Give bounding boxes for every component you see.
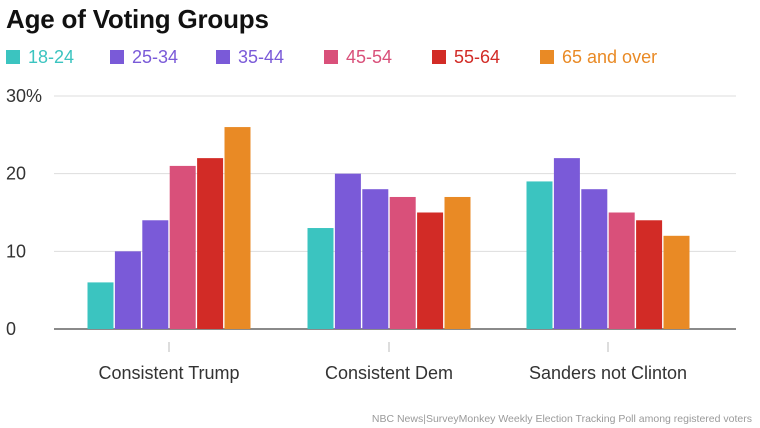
- y-tick-label: 0: [6, 319, 16, 339]
- bar: [334, 173, 361, 329]
- source-note: NBC News|SurveyMonkey Weekly Election Tr…: [371, 413, 752, 425]
- legend-label: 65 and over: [562, 46, 658, 67]
- bar: [608, 212, 635, 329]
- legend-label: 35-44: [238, 46, 285, 67]
- legend-label: 25-34: [132, 46, 179, 67]
- x-tick-label: Consistent Dem: [325, 363, 453, 383]
- legend-item: 65 and over: [540, 46, 657, 68]
- bar: [224, 127, 251, 329]
- bar: [526, 181, 553, 329]
- chart-title: Age of Voting Groups: [6, 4, 269, 34]
- legend-swatch: [6, 50, 20, 64]
- y-tick-label: 10: [6, 241, 26, 261]
- x-tick-label: Consistent Trump: [98, 363, 239, 383]
- bar: [389, 196, 416, 329]
- bar: [197, 158, 224, 329]
- legend-item: 18-24: [6, 46, 74, 68]
- bar: [307, 228, 334, 329]
- bar: [87, 282, 114, 329]
- legend-swatch: [540, 50, 554, 64]
- legend-swatch: [324, 50, 338, 64]
- legend-label: 45-54: [346, 46, 393, 67]
- legend-item: 45-54: [324, 46, 392, 68]
- bar: [444, 196, 471, 329]
- chart-legend: 18-24 25-34 35-44 45-54 55-64 65 and over: [6, 46, 756, 68]
- bar: [636, 220, 663, 329]
- bar: [417, 212, 444, 329]
- y-tick-label: 20: [6, 164, 26, 184]
- legend-label: 55-64: [454, 46, 501, 67]
- bar: [553, 158, 580, 329]
- y-tick-label: 30%: [6, 86, 42, 106]
- bar: [142, 220, 169, 329]
- legend-swatch: [432, 50, 446, 64]
- x-tick-label: Sanders not Clinton: [529, 363, 687, 383]
- legend-item: 55-64: [432, 46, 500, 68]
- bar: [114, 251, 141, 329]
- legend-swatch: [110, 50, 124, 64]
- legend-item: 35-44: [216, 46, 284, 68]
- bar: [169, 165, 196, 329]
- legend-label: 18-24: [28, 46, 75, 67]
- bar: [663, 235, 690, 329]
- legend-swatch: [216, 50, 230, 64]
- legend-item: 25-34: [110, 46, 178, 68]
- bar: [362, 189, 389, 329]
- bar: [581, 189, 608, 329]
